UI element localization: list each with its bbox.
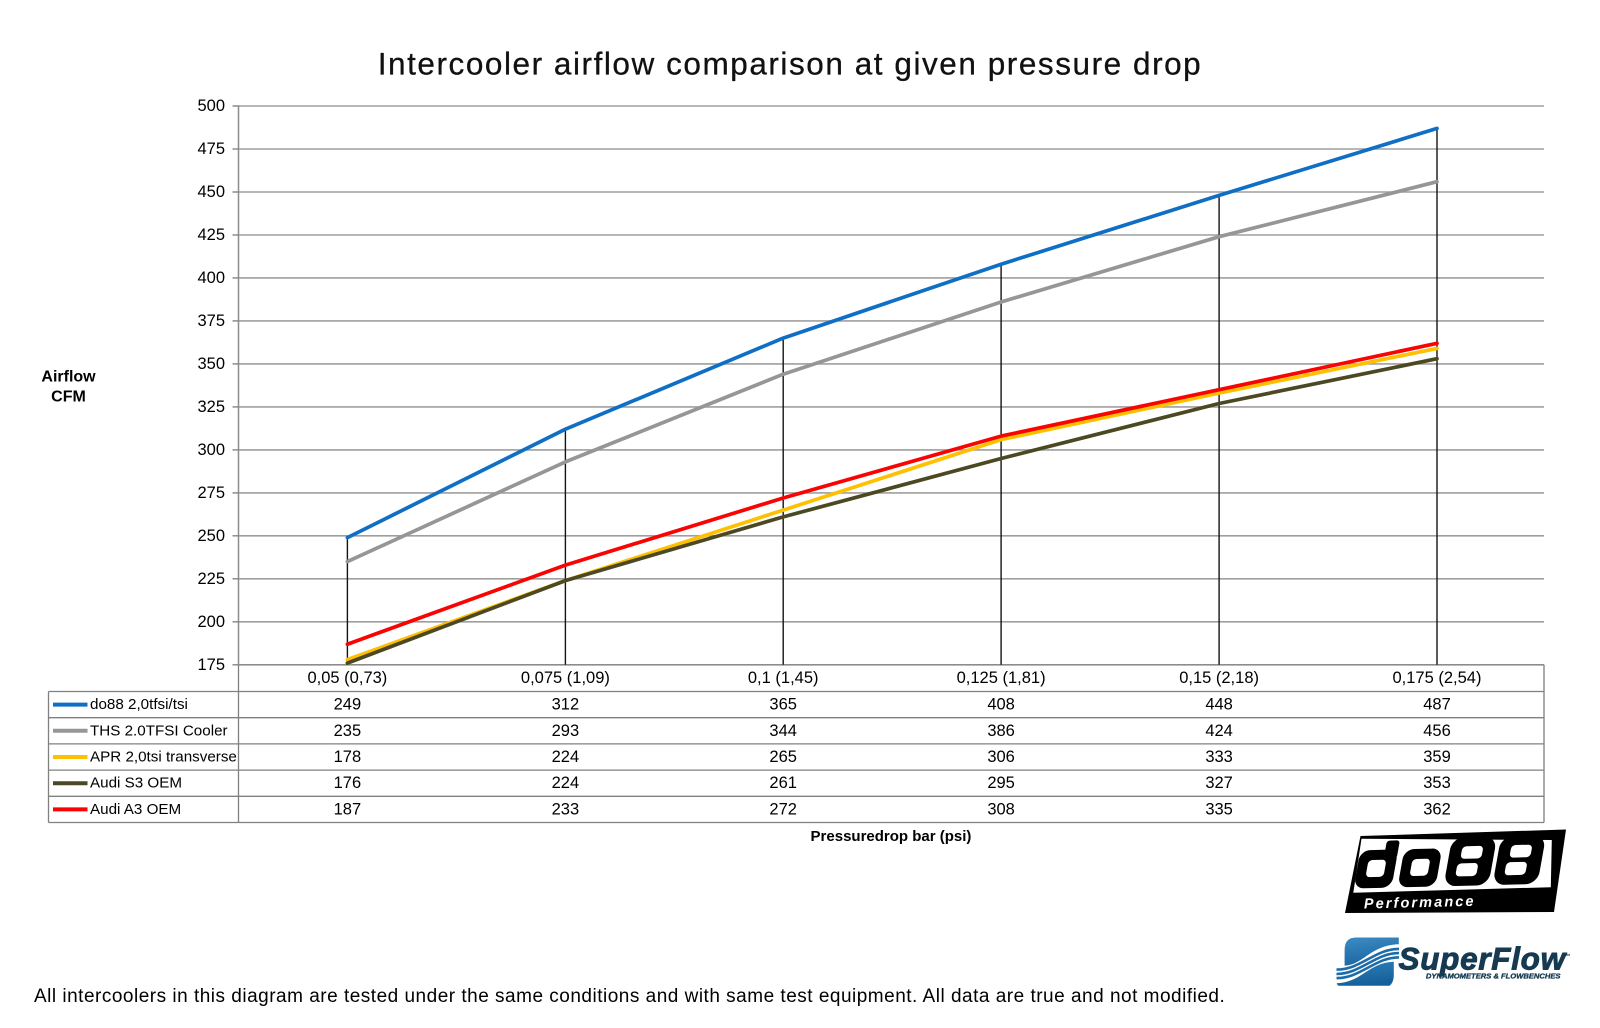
svg-text:333: 333 xyxy=(1205,748,1233,766)
svg-text:300: 300 xyxy=(197,441,225,459)
svg-text:178: 178 xyxy=(334,748,362,766)
svg-text:DYNAMOMETERS & FLOWBENCHES: DYNAMOMETERS & FLOWBENCHES xyxy=(1426,972,1561,981)
svg-text:224: 224 xyxy=(552,774,580,792)
svg-text:400: 400 xyxy=(197,269,225,287)
svg-text:225: 225 xyxy=(197,570,225,588)
svg-text:350: 350 xyxy=(197,355,225,373)
svg-text:500: 500 xyxy=(197,97,225,115)
svg-text:353: 353 xyxy=(1423,774,1451,792)
svg-text:0,175 (2,54): 0,175 (2,54) xyxy=(1393,669,1482,687)
svg-text:APR 2,0tsi transverse: APR 2,0tsi transverse xyxy=(90,749,237,766)
svg-text:Audi S3 OEM: Audi S3 OEM xyxy=(90,775,182,792)
svg-text:0,125 (1,81): 0,125 (1,81) xyxy=(957,669,1046,687)
svg-text:448: 448 xyxy=(1205,696,1233,714)
svg-text:325: 325 xyxy=(197,398,225,416)
svg-text:365: 365 xyxy=(769,696,797,714)
svg-text:THS 2.0TFSI Cooler: THS 2.0TFSI Cooler xyxy=(90,722,228,739)
svg-text:261: 261 xyxy=(769,774,797,792)
svg-text:224: 224 xyxy=(552,748,580,766)
svg-text:0,15 (2,18): 0,15 (2,18) xyxy=(1179,669,1259,687)
svg-text:362: 362 xyxy=(1423,800,1451,818)
svg-text:0,075 (1,09): 0,075 (1,09) xyxy=(521,669,610,687)
svg-text:375: 375 xyxy=(197,312,225,330)
svg-text:359: 359 xyxy=(1423,748,1451,766)
svg-text:0,05 (0,73): 0,05 (0,73) xyxy=(307,669,387,687)
svg-text:235: 235 xyxy=(334,722,362,740)
svg-text:335: 335 xyxy=(1205,800,1233,818)
svg-text:487: 487 xyxy=(1423,696,1451,714)
svg-text:295: 295 xyxy=(987,774,1015,792)
svg-text:Performance: Performance xyxy=(1364,894,1476,913)
svg-text:187: 187 xyxy=(334,800,362,818)
svg-text:249: 249 xyxy=(334,696,362,714)
svg-text:176: 176 xyxy=(334,774,362,792)
svg-text:312: 312 xyxy=(552,696,580,714)
svg-text:175: 175 xyxy=(197,656,225,674)
svg-text:456: 456 xyxy=(1423,722,1451,740)
svg-text:200: 200 xyxy=(197,613,225,631)
svg-text:Pressuredrop bar (psi): Pressuredrop bar (psi) xyxy=(811,828,972,845)
svg-text:424: 424 xyxy=(1205,722,1233,740)
svg-text:475: 475 xyxy=(197,140,225,158)
svg-text:Audi A3 OEM: Audi A3 OEM xyxy=(90,801,181,818)
svg-text:Intercooler airflow comparison: Intercooler airflow comparison at given … xyxy=(378,46,1203,82)
svg-text:™: ™ xyxy=(1564,954,1571,961)
svg-text:327: 327 xyxy=(1205,774,1233,792)
svg-text:425: 425 xyxy=(197,226,225,244)
svg-text:408: 408 xyxy=(987,696,1015,714)
svg-text:233: 233 xyxy=(552,800,580,818)
svg-text:265: 265 xyxy=(769,748,797,766)
svg-text:CFM: CFM xyxy=(51,389,86,406)
svg-text:0,1 (1,45): 0,1 (1,45) xyxy=(748,669,819,687)
svg-text:344: 344 xyxy=(769,722,797,740)
svg-text:250: 250 xyxy=(197,527,225,545)
svg-text:308: 308 xyxy=(987,800,1015,818)
svg-text:293: 293 xyxy=(552,722,580,740)
svg-text:Airflow: Airflow xyxy=(41,369,96,386)
svg-text:All intercoolers in this diagr: All intercoolers in this diagram are tes… xyxy=(34,986,1225,1007)
svg-text:306: 306 xyxy=(987,748,1015,766)
svg-text:272: 272 xyxy=(769,800,797,818)
svg-text:SuperFlow: SuperFlow xyxy=(1399,941,1568,977)
svg-text:386: 386 xyxy=(987,722,1015,740)
svg-text:275: 275 xyxy=(197,484,225,502)
svg-text:do88 2,0tfsi/tsi: do88 2,0tfsi/tsi xyxy=(90,696,188,713)
svg-text:450: 450 xyxy=(197,183,225,201)
